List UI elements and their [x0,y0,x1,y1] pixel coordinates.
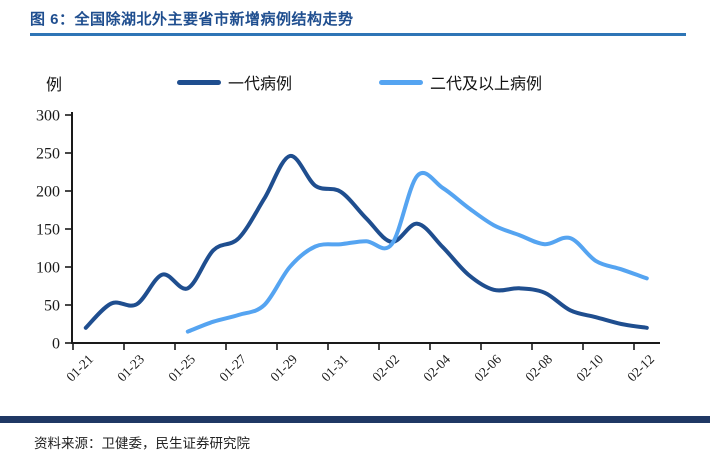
source-note: 资料来源：卫健委，民生证券研究院 [34,436,250,451]
x-tick-label: 02-10 [573,351,606,384]
x-tick-label: 01-23 [114,351,147,384]
legend-label-second-generation: 二代及以上病例 [430,76,543,93]
chart-legend: 一代病例 二代及以上病例 [0,70,710,94]
line-chart: 0 50 100 150 200 250 300 01-21 01-23 01-25 01-27 01… [36,108,660,385]
legend-item-first-generation: 一代病例 [177,70,292,94]
x-tick-label: 01-25 [165,351,198,384]
y-tick-label: 200 [36,184,60,201]
x-tick-label: 02-02 [369,352,402,385]
x-tick-label: 02-06 [471,351,504,384]
y-tick-label: 250 [36,146,60,163]
series-line-first-generation [83,154,649,330]
x-tick-label: 01-31 [318,352,351,385]
y-tick-label: 0 [52,336,60,353]
y-tick-label: 300 [36,108,60,125]
legend-line-swatch-dark [177,79,221,85]
x-tick-label: 01-21 [63,352,96,385]
x-tick-label: 01-27 [216,351,249,384]
footer-divider-bar [0,416,710,423]
legend-line-swatch-light [379,79,423,85]
y-tick-label: 150 [36,222,60,239]
legend-item-second-generation: 二代及以上病例 [379,70,542,94]
x-tick-label: 02-12 [624,352,657,385]
header-divider [30,33,686,36]
series-line-second-generation [185,170,649,334]
x-tick-label: 02-04 [420,351,453,384]
figure-title: 图 6：全国除湖北外主要省市新增病例结构走势 [30,11,354,28]
x-tick-label: 02-08 [522,351,555,384]
y-tick-label: 50 [44,298,60,315]
legend-label-first-generation: 一代病例 [228,76,293,93]
y-tick-label: 100 [36,260,60,277]
x-tick-label: 01-29 [267,351,300,384]
y-axis-unit-label: 例 [46,77,63,94]
